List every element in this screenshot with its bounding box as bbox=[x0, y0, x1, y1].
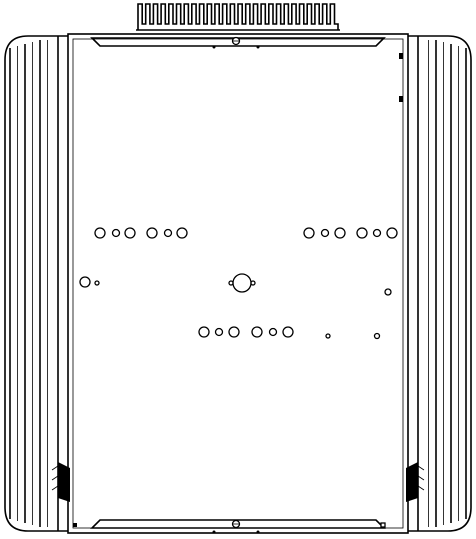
hole bbox=[303, 227, 315, 239]
hole bbox=[386, 227, 398, 239]
hole bbox=[251, 326, 263, 338]
latch-lower bbox=[399, 96, 403, 102]
corner-mark-bottom-left bbox=[73, 523, 77, 527]
left-clamp-detail bbox=[51, 465, 59, 491]
center-port bbox=[232, 273, 252, 293]
corner-mark-bottom-right bbox=[380, 522, 386, 528]
left-collar-ribs bbox=[9, 40, 48, 527]
hole bbox=[111, 228, 121, 238]
left-clamp bbox=[58, 462, 70, 502]
top-rail bbox=[90, 37, 386, 47]
bottom-rail-pin-left bbox=[212, 530, 216, 534]
hole bbox=[94, 227, 106, 239]
hole bbox=[356, 227, 368, 239]
hole bbox=[373, 332, 381, 340]
bottom-rail-pin-right bbox=[256, 530, 260, 534]
center-port-tab-left bbox=[228, 280, 234, 286]
hole bbox=[214, 327, 224, 337]
hole bbox=[176, 227, 188, 239]
hole bbox=[228, 326, 240, 338]
right-collar-ribs bbox=[428, 40, 467, 527]
hole bbox=[334, 227, 346, 239]
panel-holes bbox=[79, 227, 398, 340]
hole bbox=[372, 228, 382, 238]
heat-sink bbox=[136, 3, 340, 31]
hole bbox=[282, 326, 294, 338]
left-collar-outline bbox=[4, 35, 68, 532]
hole bbox=[384, 288, 392, 296]
hole bbox=[320, 228, 330, 238]
top-rail-pin-left bbox=[212, 45, 216, 49]
left-collar bbox=[4, 35, 70, 532]
latch-upper bbox=[399, 53, 403, 59]
hole bbox=[198, 326, 210, 338]
hole bbox=[325, 333, 331, 339]
hole bbox=[79, 276, 91, 288]
center-port-tab-right bbox=[250, 280, 256, 286]
hole bbox=[268, 327, 278, 337]
right-clamp-detail bbox=[417, 465, 425, 491]
housing-outer bbox=[67, 33, 409, 534]
right-clamp bbox=[406, 462, 418, 502]
housing bbox=[67, 33, 409, 534]
hole bbox=[124, 227, 136, 239]
top-rail-pin-right bbox=[256, 45, 260, 49]
right-collar-outline bbox=[408, 35, 472, 532]
hole bbox=[94, 280, 100, 286]
hole bbox=[163, 228, 173, 238]
right-collar bbox=[406, 35, 472, 532]
hole bbox=[146, 227, 158, 239]
heat-sink-fins bbox=[137, 3, 339, 30]
bottom-rail bbox=[90, 519, 386, 529]
